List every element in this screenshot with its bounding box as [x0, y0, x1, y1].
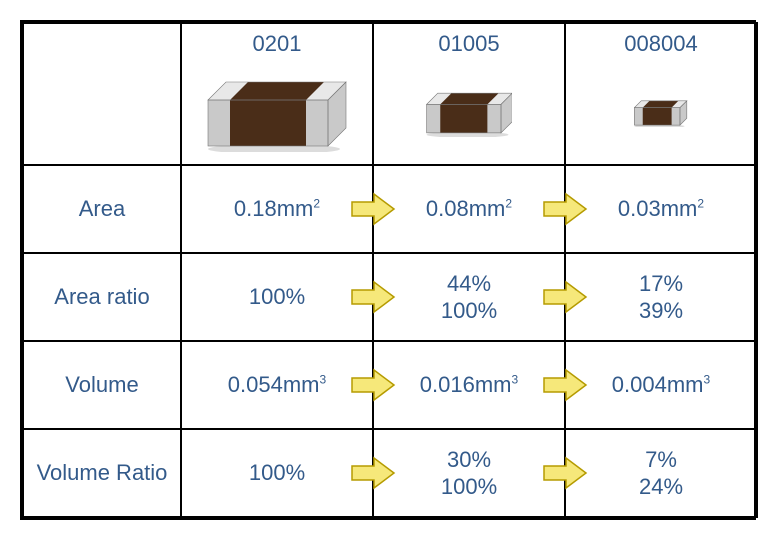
cell-volume-ratio-c3: 7% 24%	[565, 429, 757, 517]
value: 0.08mm2	[426, 196, 512, 221]
table: 0201 01005	[22, 22, 758, 518]
arrow-right-icon	[350, 280, 396, 314]
row-label: Area ratio	[54, 284, 149, 309]
row-label-cell: Area ratio	[23, 253, 181, 341]
header-col-01005: 01005	[373, 23, 565, 165]
header-col-008004: 008004	[565, 23, 757, 165]
row-area: Area 0.18mm2 0.08mm2 0.03mm2	[23, 165, 757, 253]
row-volume: Volume 0.054mm3 0.016mm3 0.004mm3	[23, 341, 757, 429]
value: 0.016mm3	[420, 372, 518, 397]
row-label-cell: Volume	[23, 341, 181, 429]
header-blank	[23, 23, 181, 165]
arrow-right-icon	[350, 368, 396, 402]
row-label-cell: Area	[23, 165, 181, 253]
header-row: 0201 01005	[23, 23, 757, 165]
row-label-cell: Volume Ratio	[23, 429, 181, 517]
cell-area-c1: 0.18mm2	[181, 165, 373, 253]
arrow-right-icon	[542, 456, 588, 490]
capacitor-008004-icon	[566, 67, 756, 157]
cell-area-ratio-c3: 17% 39%	[565, 253, 757, 341]
row-label: Volume Ratio	[37, 460, 168, 485]
cell-area-ratio-c2: 44% 100%	[373, 253, 565, 341]
header-label: 01005	[374, 31, 564, 57]
cell-volume-c3: 0.004mm3	[565, 341, 757, 429]
header-label: 0201	[182, 31, 372, 57]
arrow-right-icon	[542, 368, 588, 402]
value: 7% 24%	[566, 446, 756, 501]
cell-volume-ratio-c1: 100%	[181, 429, 373, 517]
arrow-right-icon	[542, 192, 588, 226]
value: 30% 100%	[374, 446, 564, 501]
header-label: 008004	[566, 31, 756, 57]
capacitor-01005-icon	[374, 67, 564, 157]
value: 0.03mm2	[618, 196, 704, 221]
arrow-right-icon	[350, 192, 396, 226]
row-area-ratio: Area ratio 100% 44% 100% 17% 39%	[23, 253, 757, 341]
capacitor-0201-icon	[182, 67, 372, 157]
value: 17% 39%	[566, 270, 756, 325]
cell-area-c3: 0.03mm2	[565, 165, 757, 253]
arrow-right-icon	[350, 456, 396, 490]
cell-volume-ratio-c2: 30% 100%	[373, 429, 565, 517]
cell-area-c2: 0.08mm2	[373, 165, 565, 253]
value: 100%	[249, 460, 305, 485]
arrow-right-icon	[542, 280, 588, 314]
header-col-0201: 0201	[181, 23, 373, 165]
row-label: Volume	[65, 372, 138, 397]
cell-area-ratio-c1: 100%	[181, 253, 373, 341]
value: 0.004mm3	[612, 372, 710, 397]
row-label: Area	[79, 196, 125, 221]
value: 0.18mm2	[234, 196, 320, 221]
comparison-table: 0201 01005	[20, 20, 756, 520]
row-volume-ratio: Volume Ratio 100% 30% 100% 7% 24%	[23, 429, 757, 517]
cell-volume-c1: 0.054mm3	[181, 341, 373, 429]
value: 44% 100%	[374, 270, 564, 325]
value: 0.054mm3	[228, 372, 326, 397]
cell-volume-c2: 0.016mm3	[373, 341, 565, 429]
value: 100%	[249, 284, 305, 309]
